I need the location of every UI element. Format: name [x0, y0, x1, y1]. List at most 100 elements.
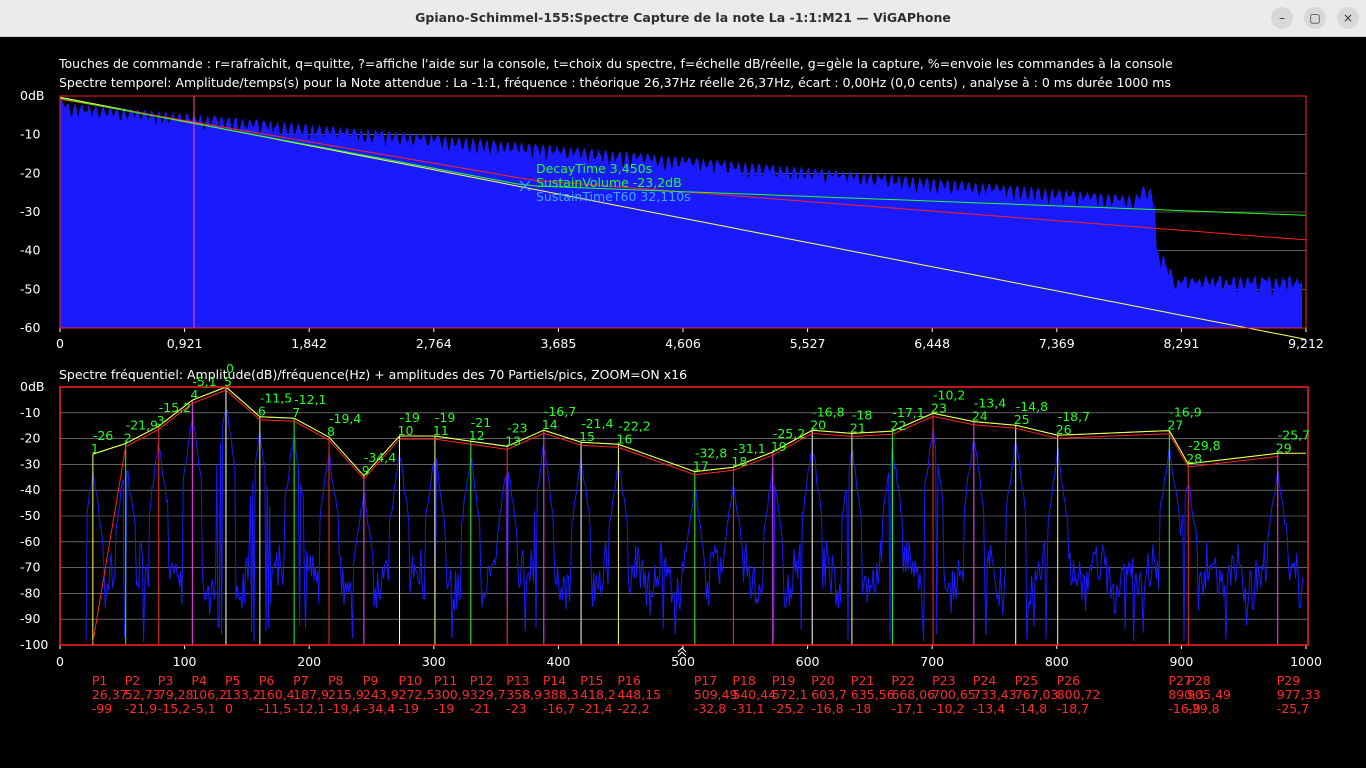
peak-db-label: -10,2 — [933, 387, 965, 402]
partial-db-label: -16,7 — [543, 701, 575, 716]
partial-db-label: -18 — [851, 701, 871, 716]
partial-frequency-label: 733,43 — [973, 687, 1017, 702]
frequency-y-tick: -90 — [20, 611, 40, 626]
partial-frequency-label: 905,49 — [1187, 687, 1231, 702]
partial-frequency-label: 890,3 — [1168, 687, 1204, 702]
partial-name-label: P28 — [1187, 673, 1210, 688]
frequency-y-tick: -60 — [20, 534, 40, 549]
peak-db-label: -21,9 — [126, 418, 158, 433]
temporal-y-tick: -30 — [20, 204, 40, 219]
partial-name-label: P21 — [851, 673, 874, 688]
peak-db-label: -26 — [93, 428, 113, 443]
peak-db-label: -17,1 — [892, 405, 924, 420]
peak-db-label: -21,4 — [581, 416, 613, 431]
partial-db-label: -22,2 — [617, 701, 649, 716]
partial-db-label: -13,4 — [973, 701, 1005, 716]
partial-db-label: -32,8 — [694, 701, 726, 716]
peak-db-label: -16,8 — [812, 404, 844, 419]
spectrum-canvas[interactable]: Touches de commande : r=rafraîchit, q=qu… — [0, 37, 1366, 768]
peak-number-label: 4 — [190, 387, 198, 402]
minimize-button[interactable]: – — [1271, 7, 1293, 29]
partial-name-label: P6 — [259, 673, 275, 688]
frequency-y-tick: -20 — [20, 431, 40, 446]
partial-db-label: -11,5 — [259, 701, 291, 716]
partial-frequency-label: 509,49 — [694, 687, 738, 702]
peak-number-label: 29 — [1276, 440, 1292, 455]
sustain-time-label: SustainTimeT60 32,110s — [536, 189, 691, 204]
partial-name-label: P5 — [225, 673, 241, 688]
partial-frequency-label: 800,72 — [1057, 687, 1101, 702]
partial-db-label: -14,8 — [1015, 701, 1047, 716]
window-title: Gpiano-Schimmel-155:Spectre Capture de l… — [415, 10, 951, 25]
partial-name-label: P12 — [470, 673, 493, 688]
partial-db-label: -99 — [92, 701, 112, 716]
partial-name-label: P10 — [399, 673, 422, 688]
partial-name-label: P16 — [617, 673, 640, 688]
frequency-x-tick: 300 — [422, 654, 446, 669]
partial-frequency-label: 272,5 — [399, 687, 435, 702]
peak-number-label: 27 — [1167, 418, 1183, 433]
partial-name-label: P11 — [434, 673, 457, 688]
peak-db-label: -18,7 — [1058, 409, 1090, 424]
peak-db-label: -19,4 — [329, 411, 361, 426]
peak-number-label: 14 — [542, 417, 558, 432]
frequency-cursor-icon[interactable] — [677, 647, 687, 657]
partial-frequency-label: 448,15 — [617, 687, 661, 702]
close-button[interactable]: × — [1337, 7, 1359, 29]
partial-db-label: -17,1 — [891, 701, 923, 716]
peak-number-label: 11 — [433, 423, 449, 438]
temporal-y-tick: -20 — [20, 165, 40, 180]
sustain-marker-icon — [519, 180, 531, 192]
partial-frequency-label: 187,9 — [293, 687, 329, 702]
partial-name-label: P20 — [811, 673, 834, 688]
peak-db-label: -22,2 — [618, 418, 650, 433]
peak-number-label: 12 — [469, 428, 485, 443]
temporal-x-tick: 8,291 — [1164, 336, 1200, 351]
partial-frequency-label: 160,4 — [259, 687, 295, 702]
frequency-y-tick: -50 — [20, 508, 40, 523]
peak-number-label: 15 — [579, 429, 595, 444]
partial-frequency-label: 26,37 — [92, 687, 128, 702]
partial-name-label: P4 — [191, 673, 207, 688]
partial-name-label: P25 — [1015, 673, 1038, 688]
peak-number-label: 16 — [616, 431, 632, 446]
peak-number-label: 21 — [850, 420, 866, 435]
peak-db-label: -5,1 — [192, 374, 216, 389]
temporal-x-tick: 1,842 — [291, 336, 327, 351]
temporal-x-tick: 7,369 — [1039, 336, 1075, 351]
peak-db-label: -14,8 — [1016, 399, 1048, 414]
frequency-envelope-red — [92, 389, 1278, 643]
partial-frequency-label: 977,33 — [1277, 687, 1321, 702]
peak-db-label: -13,4 — [974, 396, 1006, 411]
partial-db-label: -25,7 — [1277, 701, 1309, 716]
peak-db-label: -16,7 — [544, 404, 576, 419]
partial-name-label: P13 — [506, 673, 529, 688]
partial-frequency-label: 243,9 — [363, 687, 399, 702]
peak-db-label: 0 — [226, 361, 234, 376]
peak-db-label: -16,9 — [1169, 405, 1201, 420]
peak-number-label: 1 — [91, 441, 99, 456]
command-help-text: Touches de commande : r=rafraîchit, q=qu… — [58, 56, 1173, 71]
temporal-chart: 0dB -10 -20 -30 -40 -50 -60 0 0,921 1,842 2,764 3,… — [20, 88, 1324, 351]
frequency-x-tick: 200 — [297, 654, 321, 669]
temporal-y-tick: -10 — [20, 127, 40, 142]
peak-number-label: 13 — [505, 433, 521, 448]
partial-frequency-label: 700,65 — [932, 687, 976, 702]
partial-name-label: P29 — [1277, 673, 1300, 688]
peak-number-label: 26 — [1056, 422, 1072, 437]
peak-number-label: 28 — [1186, 451, 1202, 466]
partial-name-label: P1 — [92, 673, 108, 688]
partial-frequency-label: 418,2 — [580, 687, 616, 702]
partial-name-label: P19 — [772, 673, 795, 688]
frequency-chart: 0dB-10-20-30-40-50-60-70-80-90-100 0 100 2… — [20, 361, 1322, 716]
partial-db-label: -23 — [506, 701, 526, 716]
partial-frequency-label: 79,28 — [158, 687, 194, 702]
peak-db-label: -18 — [852, 407, 872, 422]
frequency-y-tick: -10 — [20, 405, 40, 420]
maximize-button[interactable]: ▢ — [1304, 7, 1326, 29]
frequency-frame — [59, 386, 1309, 646]
partial-name-label: P8 — [328, 673, 344, 688]
peak-db-label: -19 — [400, 410, 420, 425]
title-bar[interactable]: Gpiano-Schimmel-155:Spectre Capture de l… — [0, 0, 1366, 37]
temporal-frame — [59, 95, 1307, 329]
